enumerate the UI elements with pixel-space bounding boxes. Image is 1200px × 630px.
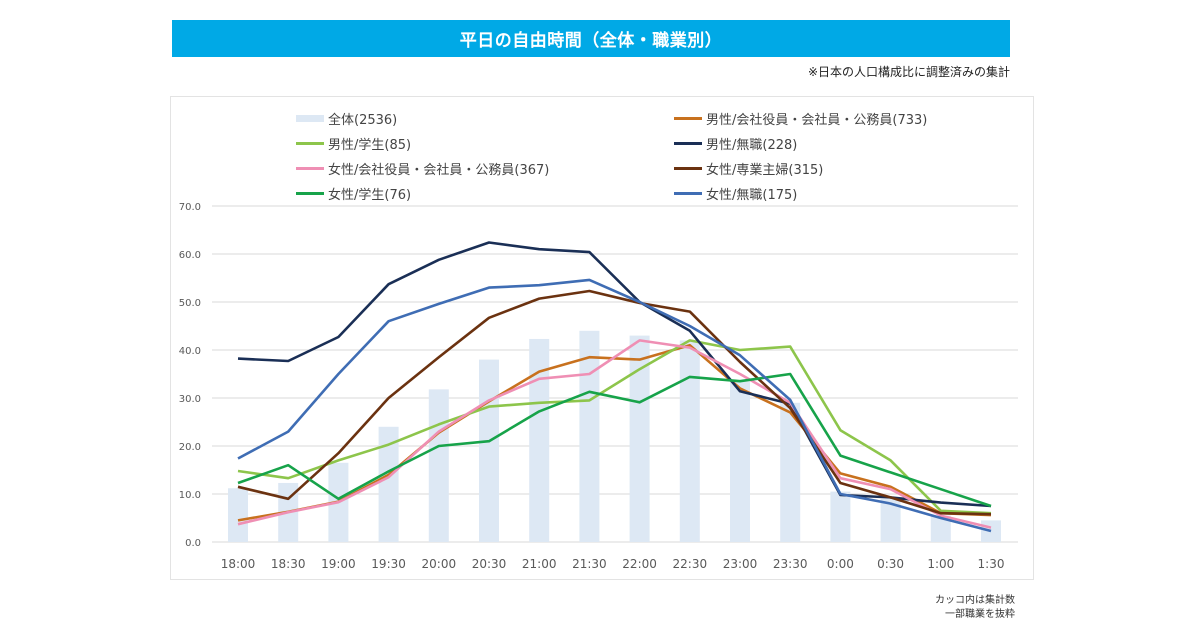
x-tick-label: 21:00	[522, 557, 557, 571]
legend-label: 女性/学生(76)	[328, 188, 412, 203]
legend-swatch	[674, 192, 702, 195]
y-axis-ticks: 0.0 10.0 20.0 30.0 40.0 50.0 60.0 70.0	[179, 202, 201, 549]
x-tick-label: 22:00	[622, 557, 657, 571]
y-tick-label: 30.0	[179, 394, 201, 405]
legend-swatch	[296, 142, 324, 145]
footnote-line-2: 一部職業を抜粋	[945, 609, 1015, 620]
line-series-3	[237, 241, 992, 508]
bar-total	[981, 520, 1001, 542]
legend-swatch	[674, 142, 702, 145]
bar-total	[780, 402, 801, 542]
x-tick-label: 19:00	[321, 557, 356, 571]
y-tick-label: 60.0	[179, 250, 201, 261]
legend-swatch	[296, 115, 324, 122]
x-tick-label: 0:00	[827, 557, 854, 571]
bar-total	[679, 340, 700, 542]
legend-item: 男性/無職(228)	[674, 134, 797, 153]
y-tick-label: 40.0	[179, 346, 201, 357]
line-series-7	[237, 278, 992, 533]
legend-item: 女性/無職(175)	[674, 184, 797, 203]
bar-total	[930, 515, 951, 542]
bar-total	[228, 488, 248, 542]
x-axis-ticks: 18:00 18:30 19:00 19:30 20:00 20:30 21:00 21:30…	[221, 557, 1005, 571]
bar-total	[479, 359, 499, 542]
legend-label: 全体(2536)	[328, 113, 398, 128]
line-series	[237, 241, 992, 533]
y-tick-label: 20.0	[179, 442, 201, 453]
adjustment-note: ※日本の人口構成比に調整済みの集計	[807, 65, 1010, 79]
legend-item: 女性/学生(76)	[296, 184, 411, 203]
legend-swatch	[674, 117, 702, 120]
line-series-6	[237, 372, 992, 508]
legend-swatch	[674, 167, 702, 170]
legend-label: 男性/学生(85)	[328, 138, 412, 153]
x-tick-label: 23:30	[773, 557, 808, 571]
legend-label: 女性/無職(175)	[706, 188, 798, 203]
x-tick-label: 1:30	[978, 557, 1005, 571]
bar-total	[529, 338, 550, 542]
x-tick-label: 18:30	[271, 557, 306, 571]
legend-label: 女性/会社役員・会社員・公務員(367)	[328, 163, 550, 178]
bar-total	[730, 381, 750, 542]
x-tick-label: 21:30	[572, 557, 607, 571]
legend-item: 女性/専業主婦(315)	[674, 159, 823, 178]
bar-total	[428, 389, 449, 542]
legend-label: 男性/無職(228)	[706, 138, 798, 153]
x-tick-label: 20:30	[472, 557, 507, 571]
legend-item: 男性/学生(85)	[296, 134, 411, 153]
bar-total	[579, 330, 600, 542]
bar-total	[629, 335, 650, 542]
bar-total	[880, 498, 901, 542]
footnote-line-1: カッコ内は集計数	[935, 595, 1015, 606]
x-tick-label: 1:00	[927, 557, 954, 571]
legend-item: 全体(2536)	[296, 109, 397, 128]
chart-title-banner: 平日の自由時間（全体・職業別）	[172, 20, 1010, 57]
legend-label: 男性/会社役員・会社員・公務員(733)	[706, 113, 928, 128]
legend-swatch	[296, 192, 324, 195]
legend-swatch	[296, 167, 324, 170]
legend-item: 男性/会社役員・会社員・公務員(733)	[674, 109, 927, 128]
x-tick-label: 19:30	[371, 557, 406, 571]
line-series-4	[237, 339, 992, 529]
x-tick-label: 20:00	[422, 557, 457, 571]
x-tick-label: 23:00	[723, 557, 758, 571]
y-tick-label: 10.0	[179, 490, 201, 501]
line-series-2	[237, 339, 992, 515]
x-tick-label: 0:30	[877, 557, 904, 571]
x-tick-label: 22:30	[673, 557, 708, 571]
legend-item: 女性/会社役員・会社員・公務員(367)	[296, 159, 549, 178]
y-tick-label: 70.0	[179, 202, 201, 213]
bar-total	[378, 426, 399, 542]
footnote: カッコ内は集計数 一部職業を抜粋	[905, 594, 1015, 622]
bar-series	[228, 330, 1001, 542]
y-tick-label: 50.0	[179, 298, 201, 309]
legend-label: 女性/専業主婦(315)	[706, 163, 824, 178]
bar-total	[830, 491, 851, 542]
x-tick-label: 18:00	[221, 557, 256, 571]
chart-title: 平日の自由時間（全体・職業別）	[459, 31, 723, 51]
y-tick-label: 0.0	[185, 538, 201, 549]
line-series-5	[237, 289, 992, 516]
